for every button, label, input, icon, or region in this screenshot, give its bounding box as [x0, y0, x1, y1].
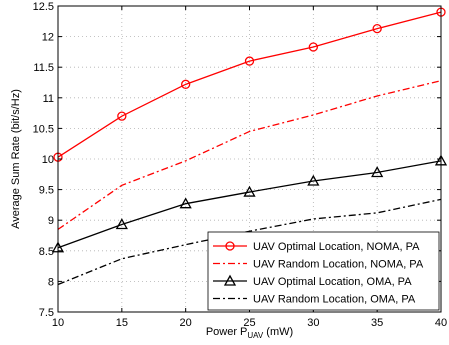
legend-marker — [223, 274, 237, 286]
y-tick-label: 8.5 — [39, 246, 54, 258]
x-tick-label: 35 — [371, 317, 383, 329]
data-point — [181, 79, 191, 89]
series-2 — [57, 80, 442, 230]
legend-label: UAV Random Location, NOMA, PA — [253, 259, 424, 271]
legend-label: UAV Optimal Location, NOMA, PA — [253, 241, 420, 253]
tick-layer: 10 15 20 25 30 35 40 7.5 8 8.5 9 9.5 10 10.5 11 11.5 12 1… — [33, 1, 448, 329]
data-point — [308, 42, 318, 52]
x-tick-label: 20 — [180, 317, 192, 329]
legend-box — [207, 231, 440, 311]
data-point — [243, 185, 256, 197]
x-axis-label-unit: (mW) — [263, 326, 293, 338]
x-tick-label: 15 — [116, 317, 128, 329]
series-line — [57, 160, 442, 249]
legend-item: UAV Optimal Location, OMA, PA — [213, 274, 412, 288]
y-tick-label: 12.5 — [33, 1, 54, 13]
legend-item: UAV Optimal Location, NOMA, PA — [213, 241, 420, 253]
data-point — [371, 166, 384, 178]
y-axis-label: Average Sum Rate (bit/s/Hz) — [10, 89, 22, 229]
legend: UAV Optimal Location, NOMA, PA UAV Random… — [207, 231, 440, 311]
x-axis-label-main: Power P — [206, 326, 248, 338]
x-tick-label: 25 — [243, 317, 255, 329]
legend-item: UAV Random Location, OMA, PA — [213, 294, 416, 306]
data-point — [307, 174, 320, 186]
y-tick-label: 11 — [43, 93, 54, 105]
x-axis-label-subscript: UAV — [247, 331, 264, 340]
series-3 — [51, 154, 448, 253]
x-tick-label: 40 — [435, 317, 447, 329]
y-tick-label: 8 — [48, 276, 54, 288]
y-tick-label: 10.5 — [33, 123, 54, 135]
x-tick-label: 10 — [52, 317, 64, 329]
y-tick-label: 11.5 — [33, 62, 54, 74]
legend-item: UAV Random Location, NOMA, PA — [213, 259, 424, 271]
x-tick-label: 30 — [307, 317, 319, 329]
y-tick-label: 10 — [42, 154, 54, 166]
legend-marker — [225, 241, 235, 251]
data-point — [372, 23, 382, 34]
legend-label: UAV Random Location, OMA, PA — [253, 294, 416, 306]
data-point — [115, 218, 128, 230]
y-tick-label: 9 — [48, 215, 54, 227]
y-tick-label: 9.5 — [39, 185, 54, 197]
series-4 — [57, 198, 442, 286]
data-point — [179, 197, 192, 209]
y-tick-label: 12 — [42, 32, 54, 44]
series-line — [57, 11, 442, 158]
data-point — [117, 111, 127, 121]
x-axis-label: Power PUAV (mW) — [206, 326, 293, 340]
series-line — [57, 198, 442, 286]
data-point — [244, 56, 255, 66]
series-line — [57, 80, 442, 230]
y-tick-label: 7.5 — [39, 307, 54, 319]
legend-label: UAV Optimal Location, OMA, PA — [253, 276, 412, 288]
